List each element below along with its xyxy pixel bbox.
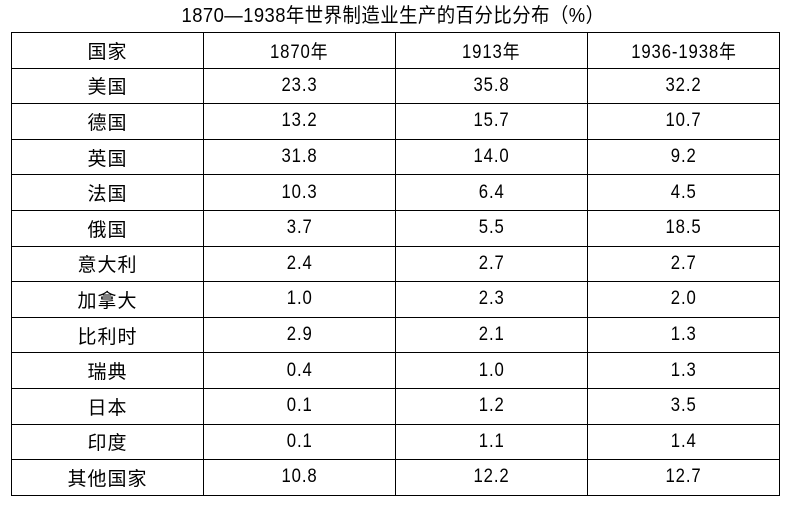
value-1870: 3.7: [203, 209, 396, 247]
value-1870: 0.1: [203, 423, 396, 461]
table-row: 意大利 2.4 2.7 2.7: [11, 245, 780, 283]
value-1870: 10.3: [203, 174, 396, 211]
value-1913: 12.2: [395, 459, 588, 496]
value-1913: 1.0: [395, 352, 588, 389]
value-1936-1938: 12.7: [587, 459, 780, 496]
header-country: 国家: [11, 32, 204, 69]
value-1913: 6.4: [395, 174, 588, 211]
manufacturing-share-table: 国家 1870年 1913年 1936-1938年 美国 23.3 35.8 3…: [11, 32, 780, 496]
table-title: 1870—1938年世界制造业生产的百分比分布（%）: [181, 5, 605, 27]
country-cell: 日本: [11, 387, 204, 425]
value-1913: 2.3: [395, 281, 588, 318]
table-row: 加拿大 1.0 2.3 2.0: [11, 281, 780, 318]
value-1936-1938: 18.5: [587, 209, 780, 247]
value-1936-1938: 2.7: [587, 245, 780, 283]
value-1913: 14.0: [395, 138, 588, 176]
country-cell: 加拿大: [11, 281, 204, 318]
value-1913: 2.7: [395, 245, 588, 283]
country-cell: 印度: [11, 423, 204, 461]
value-1913: 2.1: [395, 316, 588, 354]
value-1870: 2.4: [203, 245, 396, 283]
header-row: 国家 1870年 1913年 1936-1938年: [11, 32, 780, 69]
country-cell: 瑞典: [11, 352, 204, 389]
table-row: 印度 0.1 1.1 1.4: [11, 423, 780, 461]
value-1936-1938: 3.5: [587, 387, 780, 425]
value-1936-1938: 1.3: [587, 316, 780, 354]
country-cell: 意大利: [11, 245, 204, 283]
table-row: 比利时 2.9 2.1 1.3: [11, 316, 780, 354]
table-row: 瑞典 0.4 1.0 1.3: [11, 352, 780, 389]
value-1936-1938: 2.0: [587, 281, 780, 318]
table-row: 日本 0.1 1.2 3.5: [11, 387, 780, 425]
country-cell: 比利时: [11, 316, 204, 354]
value-1936-1938: 9.2: [587, 138, 780, 176]
value-1913: 35.8: [395, 67, 588, 105]
value-1870: 0.1: [203, 387, 396, 425]
country-cell: 法国: [11, 174, 204, 211]
value-1936-1938: 10.7: [587, 103, 780, 140]
table-row: 美国 23.3 35.8 32.2: [11, 67, 780, 105]
value-1936-1938: 32.2: [587, 67, 780, 105]
table-row: 德国 13.2 15.7 10.7: [11, 103, 780, 140]
value-1870: 10.8: [203, 459, 396, 496]
table-row: 俄国 3.7 5.5 18.5: [11, 209, 780, 247]
value-1870: 0.4: [203, 352, 396, 389]
value-1913: 1.1: [395, 423, 588, 461]
header-1936-1938: 1936-1938年: [587, 32, 780, 69]
value-1870: 13.2: [203, 103, 396, 140]
value-1936-1938: 4.5: [587, 174, 780, 211]
table-row: 法国 10.3 6.4 4.5: [11, 174, 780, 211]
country-cell: 德国: [11, 103, 204, 140]
value-1870: 1.0: [203, 281, 396, 318]
value-1870: 2.9: [203, 316, 396, 354]
country-cell: 俄国: [11, 209, 204, 247]
value-1913: 15.7: [395, 103, 588, 140]
value-1870: 31.8: [203, 138, 396, 176]
country-cell: 其他国家: [11, 459, 204, 496]
country-cell: 美国: [11, 67, 204, 105]
value-1913: 1.2: [395, 387, 588, 425]
header-1913: 1913年: [395, 32, 588, 69]
value-1913: 5.5: [395, 209, 588, 247]
country-cell: 英国: [11, 138, 204, 176]
value-1936-1938: 1.4: [587, 423, 780, 461]
header-1870: 1870年: [203, 32, 396, 69]
value-1870: 23.3: [203, 67, 396, 105]
table-row: 英国 31.8 14.0 9.2: [11, 138, 780, 176]
table-row: 其他国家 10.8 12.2 12.7: [11, 459, 780, 496]
value-1936-1938: 1.3: [587, 352, 780, 389]
